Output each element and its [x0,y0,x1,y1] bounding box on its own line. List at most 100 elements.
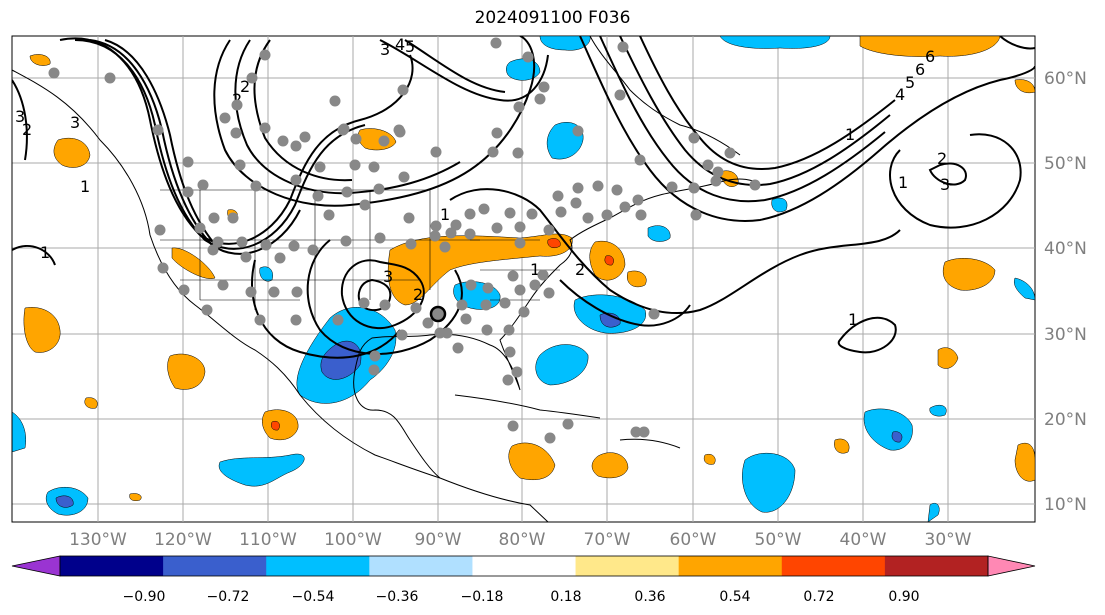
station-dot [152,124,164,136]
lon-label: 130°W [69,530,127,550]
lat-label: 10°N [1044,495,1087,515]
station-dot [445,227,457,239]
contour-label: 5 [405,37,415,56]
colorbar-frame [59,555,989,577]
contour-label: 1 [40,243,50,262]
lon-label: 40°W [840,530,887,550]
station-dot [312,190,324,202]
colorbar-segment [472,556,577,576]
station-dot [666,181,678,193]
station-dot [638,426,650,438]
station-dot [288,240,300,252]
colorbar-tick-label: 0.72 [803,589,834,605]
station-dot [630,426,642,438]
station-dot [329,95,341,107]
station-dot [219,112,231,124]
station-dot [379,299,391,311]
station-dot [182,186,194,198]
station-dot [570,197,582,209]
station-dot [358,297,370,309]
station-dot [290,174,302,186]
station-dot [197,179,209,191]
station-dot [240,251,252,263]
station-dot [562,418,574,430]
station-dot [374,232,386,244]
station-dot [503,324,515,336]
station-dot [512,147,524,159]
station-dot [405,238,417,250]
colorbar-segment [163,556,267,576]
lat-label: 30°N [1044,325,1087,345]
station-dot [434,327,446,339]
contour-label: 1 [80,177,90,196]
station-dot [614,89,626,101]
station-dot [464,208,476,220]
latitude-labels: 60°N 50°N 40°N 30°N 20°N 10°N [1044,69,1087,515]
station-dot [478,203,490,215]
contour-label: 6 [925,47,935,66]
contour-label: 2 [413,285,423,304]
station-dot [201,304,213,316]
station-dot [104,72,116,84]
station-dot [507,420,519,432]
station-dot [538,81,550,93]
colorbar-tick-label: 0.54 [719,589,750,605]
contour-label: 2 [937,149,947,168]
contour-lines [12,36,1035,359]
lon-label: 90°W [415,530,462,550]
station-dot [690,209,702,221]
station-dot [465,279,477,291]
colorbar-extend-high [987,555,1036,577]
colorbar-ticks: −0.90 −0.72 −0.54 −0.36 −0.18 0.18 0.36 … [123,589,920,605]
station-dot [504,346,516,358]
station-dot [439,241,451,253]
contour-label: 1 [898,173,908,192]
station-dot [290,140,302,152]
station-dot [487,146,499,158]
lon-label: 50°W [755,530,802,550]
colorbar-segment [60,556,164,576]
station-dot [504,207,516,219]
station-dot [749,179,761,191]
station-dot [323,209,335,221]
station-dot [291,286,303,298]
lon-label: 120°W [154,530,212,550]
positive-anomaly-areas [23,36,1035,501]
station-dot [410,302,422,314]
colorbar-segment [781,556,886,576]
contour-label: 3 [383,267,393,286]
station-dot [48,67,60,79]
contour-label: 3 [940,175,950,194]
station-dot [634,154,646,166]
station-dot [429,230,441,242]
station-dot [277,135,289,147]
station-dot [299,131,311,143]
station-dot [688,182,700,194]
station-dot [430,220,442,232]
station-dot [619,201,631,213]
lon-label: 60°W [670,530,717,550]
contour-label: 3 [70,113,80,132]
station-dot [378,135,390,147]
colorbar-tick-label: −0.36 [376,589,419,605]
station-dot [338,123,350,135]
contour-label: 1 [530,260,540,279]
station-dot [543,287,555,299]
station-dot [430,146,442,158]
lon-label: 100°W [324,530,382,550]
station-dot [456,299,468,311]
contour-label: 4 [895,85,905,104]
lat-label: 40°N [1044,239,1087,259]
contour-label: 2 [22,120,32,139]
station-dot [513,101,525,113]
station-dot [502,374,514,386]
map-title: 2024091100 F036 [474,8,631,28]
contour-label: 2 [240,77,250,96]
station-dot [635,209,647,221]
station-dot [154,224,166,236]
station-dot [422,317,434,329]
colorbar [11,555,1036,577]
station-dot [260,239,272,251]
station-dot [212,236,224,248]
